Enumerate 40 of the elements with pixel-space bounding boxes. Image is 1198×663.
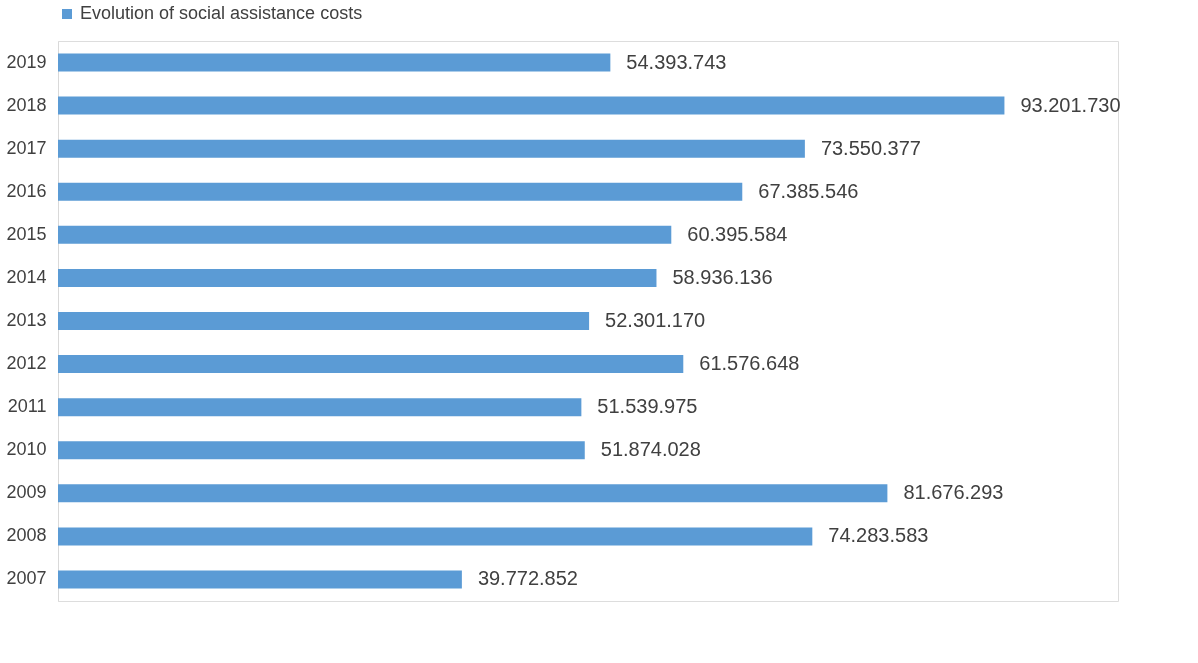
data-label: 51.874.028: [600, 438, 701, 461]
bar: [58, 182, 743, 201]
y-tick-label: 2010: [6, 439, 47, 460]
data-label: 52.301.170: [605, 309, 706, 331]
data-label: 67.385.546: [758, 179, 859, 202]
y-tick-label: 2009: [6, 482, 47, 503]
bar: [58, 570, 462, 589]
bar: [58, 527, 813, 546]
data-label: 73.550.377: [820, 136, 921, 159]
y-tick-label: 2018: [6, 94, 47, 115]
y-tick-label: 2007: [6, 568, 47, 589]
y-tick-label: 2013: [6, 310, 47, 330]
y-tick-label: 2014: [6, 266, 47, 287]
data-label: 81.676.293: [903, 481, 1004, 504]
data-label: 93.201.730: [1020, 93, 1121, 116]
legend-label: Evolution of social assistance costs: [80, 3, 363, 23]
y-tick-label: 2015: [6, 223, 47, 244]
data-label: 54.393.743: [626, 50, 727, 73]
bar: [58, 53, 611, 72]
y-tick-label: 2011: [7, 396, 47, 417]
bar: [58, 398, 582, 417]
data-label: 60.395.584: [687, 222, 788, 245]
data-label: 58.936.136: [672, 265, 773, 288]
bar: [58, 312, 590, 330]
data-label: 61.576.648: [699, 352, 800, 375]
data-label: 74.283.583: [828, 524, 929, 547]
data-label: 51.539.975: [597, 395, 698, 418]
bar: [58, 268, 657, 287]
y-tick-label: 2019: [6, 51, 47, 72]
bar: [58, 484, 888, 503]
y-tick-label: 2008: [6, 525, 47, 546]
bar: [58, 225, 672, 244]
bar: [58, 139, 805, 158]
y-tick-label: 2016: [6, 180, 47, 201]
y-tick-label: 2012: [6, 353, 47, 374]
bar: [58, 96, 1005, 115]
y-tick-label: 2017: [6, 137, 47, 158]
bar: [58, 355, 684, 374]
bar: [58, 441, 585, 460]
data-label: 39.772.852: [477, 567, 578, 590]
